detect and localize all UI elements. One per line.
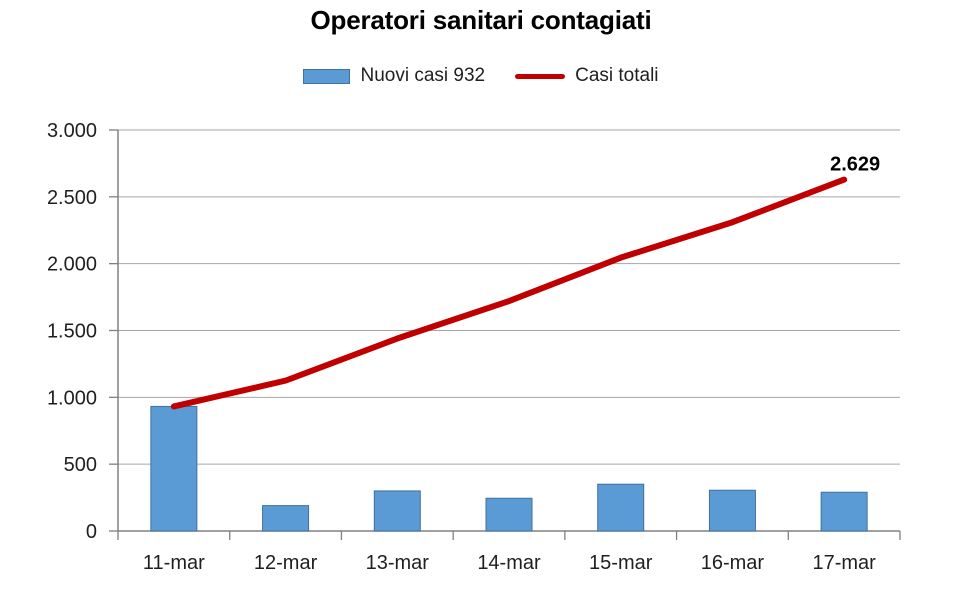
y-tick-labels: 0 500 1.000 1.500 2.000 2.500 3.000 <box>47 120 97 543</box>
y-axis-ticks <box>109 129 118 532</box>
bar-15-mar <box>597 483 645 532</box>
x-tick-label: 17-mar <box>812 552 876 574</box>
legend-item-nuovi-casi: Nuovi casi 932 <box>303 65 485 87</box>
bar-14-mar <box>485 497 533 532</box>
legend-label-casi-totali: Casi totali <box>575 65 659 86</box>
x-tick-label: 15-mar <box>589 552 653 574</box>
bar-series-swatch-icon <box>303 68 351 84</box>
bar-16-mar <box>708 489 756 532</box>
legend-item-casi-totali: Casi totali <box>515 65 659 87</box>
y-tick-label: 1.500 <box>47 321 97 343</box>
line-series-swatch-icon <box>515 73 566 79</box>
x-tick-label: 13-mar <box>366 552 430 574</box>
y-tick-label: 3.000 <box>47 120 97 142</box>
bar-17-mar <box>820 491 868 532</box>
y-tick-label: 2.000 <box>47 254 97 276</box>
y-tick-label: 2.500 <box>47 187 97 209</box>
bar-12-mar <box>262 505 310 532</box>
bar-11-mar <box>150 405 198 532</box>
line-end-value-label: 2.629 <box>830 154 880 176</box>
chart-legend: Nuovi casi 932 Casi totali <box>0 61 962 91</box>
x-tick-label: 12-mar <box>254 552 318 574</box>
x-axis-ticks <box>117 531 901 540</box>
legend-label-nuovi-casi: Nuovi casi 932 <box>360 65 486 86</box>
total-cases-line <box>170 176 848 410</box>
x-tick-labels: 11-mar 12-mar 13-mar 14-mar 15-mar 16-mar 17-m… <box>143 552 876 574</box>
bar-13-mar <box>373 490 421 532</box>
y-tick-label: 500 <box>64 454 97 476</box>
gridlines <box>118 129 900 465</box>
y-tick-label: 0 <box>86 521 97 543</box>
x-tick-label: 16-mar <box>701 552 765 574</box>
y-tick-label: 1.000 <box>47 387 97 409</box>
bar-series-nuovi-casi <box>150 405 868 532</box>
x-tick-label: 14-mar <box>477 552 541 574</box>
chart-title: Operatori sanitari contagiati <box>310 5 652 35</box>
x-tick-label: 11-mar <box>143 552 205 574</box>
